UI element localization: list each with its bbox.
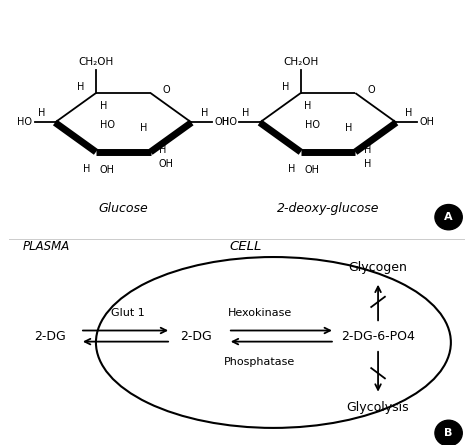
Text: Glut 1: Glut 1 — [111, 307, 145, 318]
Text: Glycogen: Glycogen — [348, 261, 408, 274]
Text: HO: HO — [222, 117, 237, 128]
Text: H: H — [83, 164, 91, 174]
Text: OH: OH — [419, 117, 434, 128]
Text: 2-DG-6-PO4: 2-DG-6-PO4 — [341, 330, 415, 343]
Text: A: A — [444, 212, 453, 222]
Text: Glucose: Glucose — [99, 202, 148, 215]
Text: Glycolysis: Glycolysis — [347, 401, 410, 414]
Circle shape — [435, 420, 462, 445]
Text: OH: OH — [305, 166, 319, 175]
Text: CELL: CELL — [230, 240, 262, 253]
Text: HO: HO — [17, 117, 32, 128]
Text: 2-DG: 2-DG — [180, 330, 212, 343]
Text: 2-deoxy-glucose: 2-deoxy-glucose — [277, 202, 379, 215]
Text: Hexokinase: Hexokinase — [228, 307, 292, 318]
Text: H: H — [288, 164, 295, 174]
Text: H: H — [242, 108, 250, 118]
Text: H: H — [77, 82, 84, 92]
Text: O: O — [367, 85, 375, 95]
Text: H: H — [405, 108, 413, 118]
Text: OH: OH — [100, 166, 115, 175]
Text: H: H — [282, 82, 289, 92]
Text: OH: OH — [214, 117, 229, 128]
Text: HO: HO — [100, 120, 115, 129]
Text: CH₂OH: CH₂OH — [283, 57, 319, 67]
Text: HO: HO — [305, 120, 319, 129]
Text: H: H — [37, 108, 45, 118]
Text: CH₂OH: CH₂OH — [78, 57, 114, 67]
Circle shape — [435, 205, 462, 230]
Text: H: H — [100, 101, 107, 111]
Text: H: H — [140, 122, 147, 133]
Text: H: H — [304, 101, 312, 111]
Text: H: H — [159, 145, 166, 155]
Text: PLASMA: PLASMA — [23, 240, 70, 253]
Text: H: H — [345, 122, 352, 133]
Text: B: B — [445, 428, 453, 438]
Text: O: O — [163, 85, 170, 95]
Text: 2-DG: 2-DG — [35, 330, 66, 343]
Text: H: H — [201, 108, 208, 118]
Text: H: H — [364, 145, 371, 155]
Text: OH: OH — [159, 159, 174, 169]
Text: Phosphatase: Phosphatase — [224, 357, 295, 367]
Text: H: H — [364, 159, 371, 169]
